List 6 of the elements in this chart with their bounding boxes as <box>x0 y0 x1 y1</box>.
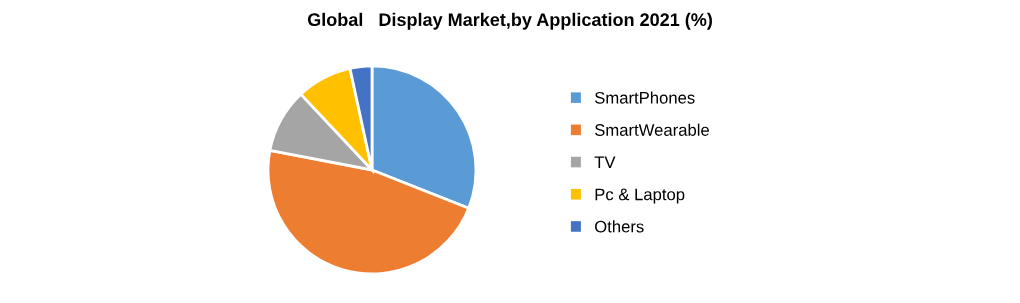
legend-label: Pc & Laptop <box>595 188 685 204</box>
legend-label: TV <box>594 156 616 168</box>
legend-label: SmartWearable <box>594 123 709 136</box>
chart-title: Global Display Market,by Application 2021 (%) <box>307 12 712 30</box>
legend-label: SmartPhones <box>594 91 695 104</box>
legend-label: Others <box>595 220 644 233</box>
